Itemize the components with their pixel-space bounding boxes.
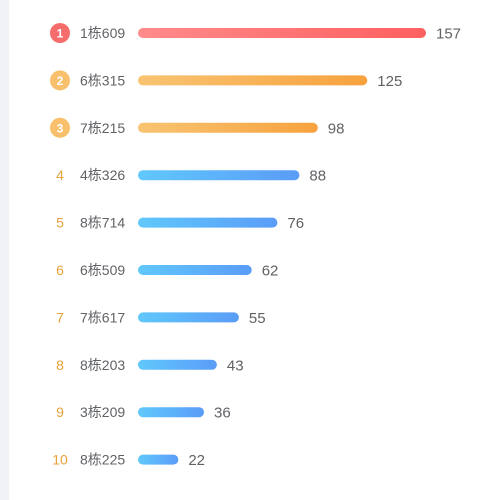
ranking-row: 5 8栋714 76 <box>56 215 304 233</box>
ranking-row: 2 6栋315 125 <box>50 70 402 91</box>
rank-badge <box>50 23 70 43</box>
ranking-row: 3 7栋215 98 <box>50 117 345 138</box>
rank-number: 4 <box>56 167 64 183</box>
bar <box>138 312 239 323</box>
value-label: 88 <box>309 168 326 185</box>
rank-number: 1 <box>57 27 64 41</box>
room-label: 8栋714 <box>80 215 125 231</box>
value-label: 98 <box>328 120 345 137</box>
bar <box>138 75 368 86</box>
bar <box>138 454 179 465</box>
rank-number: 6 <box>56 262 64 278</box>
room-label: 8栋203 <box>80 357 125 373</box>
rank-number: 5 <box>56 215 64 231</box>
bar <box>138 28 426 38</box>
bar <box>138 170 300 181</box>
room-label: 6栋509 <box>80 262 125 278</box>
left-divider-strip <box>0 0 9 500</box>
bar <box>138 359 217 370</box>
rank-badge <box>50 117 70 138</box>
value-label: 36 <box>214 405 231 422</box>
ranking-row: 9 3栋209 36 <box>56 404 231 422</box>
rank-number: 10 <box>52 452 68 468</box>
rank-number: 3 <box>57 121 64 135</box>
bar <box>138 407 205 418</box>
ranking-row: 1 1栋609 157 <box>50 23 461 43</box>
room-label: 6栋315 <box>80 72 125 88</box>
room-label: 4栋326 <box>80 167 125 183</box>
value-label: 62 <box>262 263 279 280</box>
room-label: 1栋609 <box>80 25 125 41</box>
rank-number: 8 <box>56 357 64 373</box>
rank-number: 9 <box>56 404 64 420</box>
ranking-row: 7 7栋617 55 <box>56 309 265 327</box>
ranking-row: 10 8栋225 22 <box>52 452 205 470</box>
room-label: 7栋215 <box>80 120 125 136</box>
ranking-row: 4 4栋326 88 <box>56 167 326 185</box>
bar <box>138 122 318 133</box>
rank-number: 2 <box>57 74 64 88</box>
room-label: 8栋225 <box>80 452 125 468</box>
value-label: 125 <box>377 73 402 90</box>
rank-number: 7 <box>56 309 64 325</box>
ranking-row: 8 8栋203 43 <box>56 357 243 375</box>
rank-badge <box>50 70 70 91</box>
room-label: 7栋617 <box>80 309 125 325</box>
value-label: 43 <box>227 357 244 374</box>
value-label: 76 <box>287 215 304 232</box>
value-label: 22 <box>188 452 205 469</box>
value-label: 55 <box>249 310 266 327</box>
value-label: 157 <box>436 26 461 43</box>
ranking-row: 6 6栋509 62 <box>56 262 278 280</box>
bar <box>138 265 252 275</box>
room-label: 3栋209 <box>80 404 125 420</box>
bar <box>138 217 278 228</box>
